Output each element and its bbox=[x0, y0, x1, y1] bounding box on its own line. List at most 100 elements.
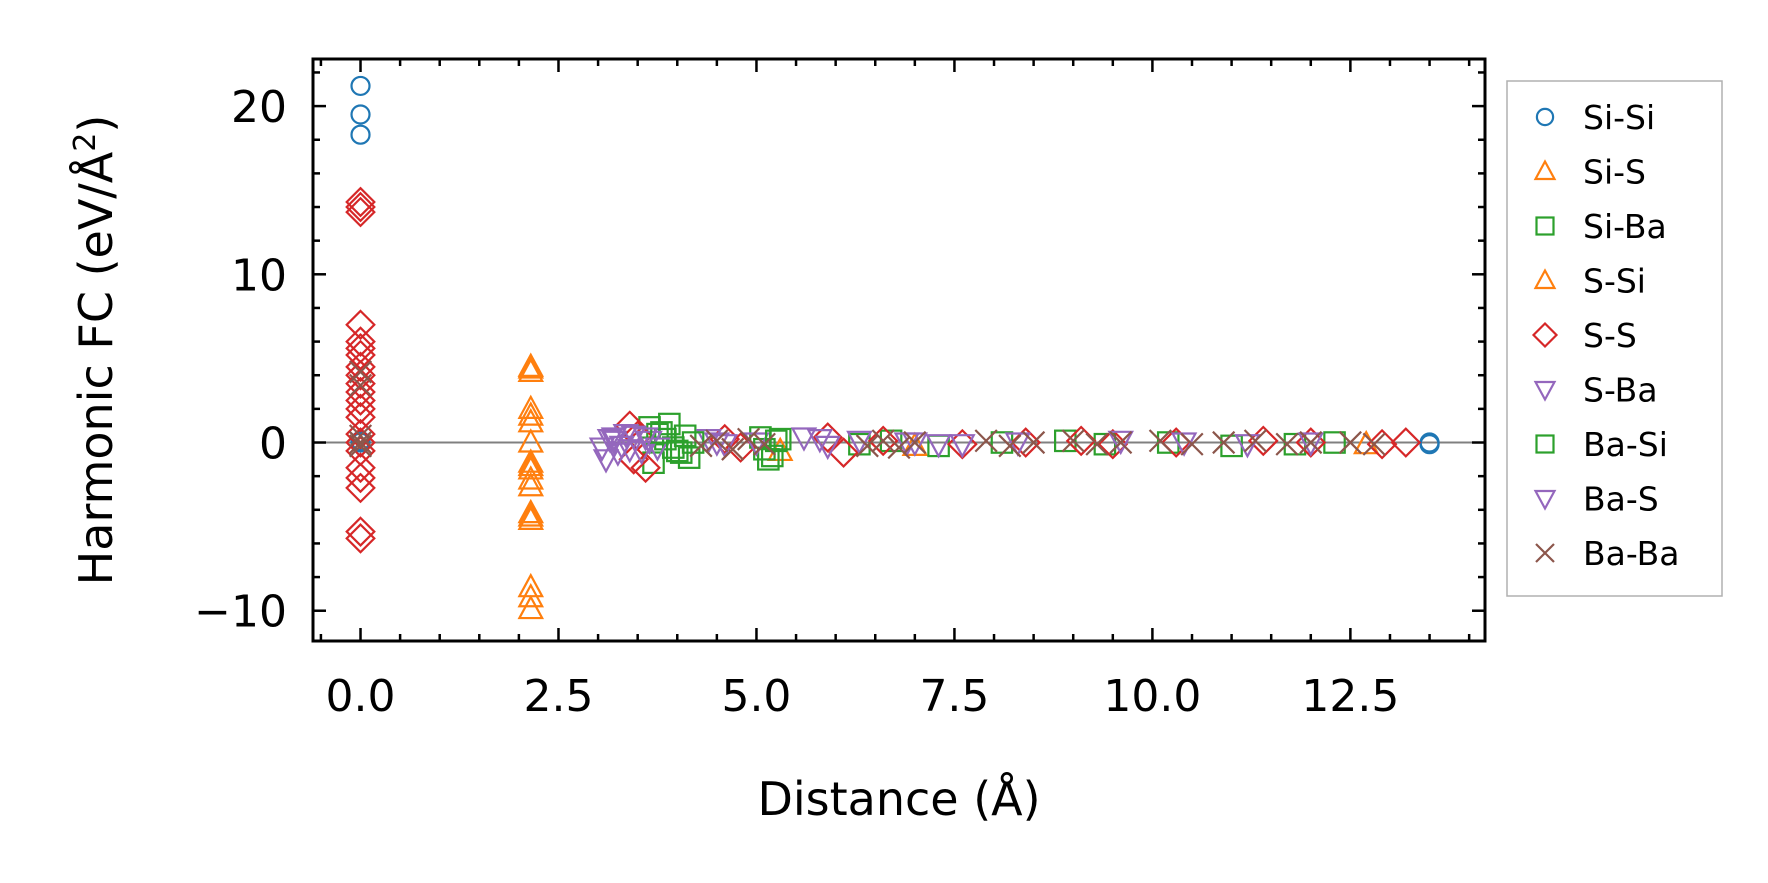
data-point-s-s bbox=[345, 418, 376, 450]
x-tick-label: 12.5 bbox=[1301, 671, 1399, 722]
data-point-si-s bbox=[517, 582, 545, 608]
x-axis-title: Distance (Å) bbox=[757, 772, 1040, 826]
data-point-s-s bbox=[345, 516, 376, 548]
x-tick-label: 0.0 bbox=[326, 671, 396, 722]
data-point-ba-ba bbox=[871, 429, 895, 453]
legend-label: Ba-Si bbox=[1583, 425, 1668, 464]
legend-marker-si-si bbox=[1535, 107, 1555, 127]
data-point-ba-ba bbox=[1109, 430, 1133, 455]
y-axis-title-superscript: 2 bbox=[68, 133, 103, 152]
data-point-s-s bbox=[345, 196, 376, 228]
data-point-ba-ba bbox=[348, 430, 373, 455]
data-point-ba-ba bbox=[1212, 430, 1236, 455]
y-tick-label: −10 bbox=[194, 587, 287, 638]
data-point-ba-ba bbox=[689, 434, 713, 458]
data-point-s-ba bbox=[790, 427, 818, 452]
data-point-ba-ba bbox=[974, 429, 998, 453]
legend-label: Si-Ba bbox=[1583, 207, 1667, 246]
data-points bbox=[345, 75, 1440, 620]
data-point-ba-ba bbox=[736, 427, 761, 451]
data-point-ba-si bbox=[650, 421, 673, 444]
data-point-ba-ba bbox=[1148, 429, 1172, 453]
data-point-s-si bbox=[517, 354, 545, 379]
legend-label: Ba-Ba bbox=[1583, 534, 1679, 573]
data-point-s-s bbox=[828, 437, 859, 468]
legend-label: Si-S bbox=[1583, 153, 1646, 192]
data-point-si-s bbox=[517, 465, 545, 490]
legend-label: Ba-S bbox=[1583, 480, 1659, 519]
data-point-s-ba bbox=[1107, 430, 1134, 456]
legend-marker-si-s bbox=[1533, 159, 1557, 181]
data-point-s-s bbox=[345, 523, 376, 554]
data-point-s-s bbox=[345, 462, 376, 494]
data-point-s-s bbox=[345, 393, 376, 425]
legend-label: Si-Si bbox=[1583, 98, 1655, 137]
data-point-si-si bbox=[350, 104, 371, 125]
data-point-s-s bbox=[345, 368, 376, 399]
data-point-s-s bbox=[345, 326, 376, 357]
data-point-s-si bbox=[517, 451, 545, 477]
x-tick-label: 10.0 bbox=[1103, 671, 1201, 722]
data-point-ba-ba bbox=[1022, 430, 1046, 455]
data-point-s-s bbox=[1366, 428, 1398, 460]
data-point-ba-ba bbox=[1275, 432, 1299, 456]
legend-marker-s-ba bbox=[1533, 380, 1557, 402]
data-point-ba-ba bbox=[348, 424, 373, 448]
data-point-s-ba bbox=[600, 427, 628, 452]
legend-marker-ba-si bbox=[1535, 434, 1555, 454]
plot-area-frame bbox=[311, 57, 1487, 643]
data-point-s-ba bbox=[1170, 432, 1198, 457]
data-point-s-ba bbox=[644, 437, 671, 462]
data-point-s-s bbox=[630, 452, 661, 484]
data-point-s-ba bbox=[1234, 434, 1261, 459]
data-point-ba-s bbox=[616, 439, 644, 464]
data-point-s-ba bbox=[743, 432, 770, 457]
legend-label: S-Si bbox=[1583, 262, 1646, 301]
legend: Si-Si Si-S Si-Ba S-Si S-S S-Ba Ba-Si Ba-S Ba-Ba bbox=[1506, 80, 1723, 597]
data-point-ba-s bbox=[703, 432, 731, 457]
data-point-ba-ba bbox=[903, 430, 927, 455]
data-point-si-ba bbox=[879, 429, 903, 453]
legend-marker-s-si bbox=[1533, 268, 1557, 290]
data-point-si-ba bbox=[658, 412, 681, 436]
data-point-si-s bbox=[517, 394, 545, 419]
data-point-ba-ba bbox=[1243, 429, 1267, 453]
data-point-s-s bbox=[345, 401, 376, 433]
data-point-s-si bbox=[517, 502, 545, 527]
data-point-s-s bbox=[345, 376, 376, 408]
data-point-ba-ba bbox=[348, 434, 373, 458]
data-point-s-ba bbox=[612, 424, 640, 449]
data-point-si-s bbox=[517, 594, 545, 620]
data-point-s-s bbox=[1097, 428, 1129, 460]
data-point-s-ba bbox=[592, 449, 620, 474]
data-point-s-s bbox=[345, 472, 376, 504]
x-tick-label: 7.5 bbox=[919, 671, 989, 722]
legend-marker-si-ba bbox=[1535, 216, 1555, 236]
data-point-s-si bbox=[517, 401, 545, 426]
y-tick-label: 10 bbox=[231, 250, 287, 301]
axis-ticks bbox=[313, 59, 1485, 641]
y-axis-title-main: Harmonic FC (eV/Å bbox=[69, 151, 123, 585]
data-point-s-ba bbox=[949, 434, 976, 459]
legend-marker-s-s bbox=[1531, 321, 1559, 349]
data-point-s-s bbox=[812, 422, 844, 453]
x-tick-label: 2.5 bbox=[523, 671, 593, 722]
data-point-ba-ba bbox=[348, 373, 373, 397]
data-point-ba-ba bbox=[705, 429, 729, 453]
data-point-s-s bbox=[345, 186, 376, 218]
data-point-ba-ba bbox=[1362, 432, 1386, 456]
data-point-si-ba bbox=[760, 444, 784, 468]
legend-label: S-S bbox=[1583, 316, 1637, 355]
data-point-ba-ba bbox=[752, 432, 776, 456]
y-axis-title: Harmonic FC (eV/Å2) bbox=[68, 115, 123, 586]
data-point-s-s bbox=[1390, 427, 1422, 458]
legend-marker-ba-s bbox=[1533, 489, 1557, 511]
data-point-s-ba bbox=[1297, 432, 1325, 457]
data-point-ba-ba bbox=[1299, 430, 1323, 455]
data-point-s-s bbox=[345, 359, 376, 391]
data-point-ba-ba bbox=[855, 434, 879, 458]
legend-label: S-Ba bbox=[1583, 371, 1658, 410]
data-point-si-s bbox=[517, 471, 545, 497]
data-point-s-s bbox=[345, 309, 376, 341]
